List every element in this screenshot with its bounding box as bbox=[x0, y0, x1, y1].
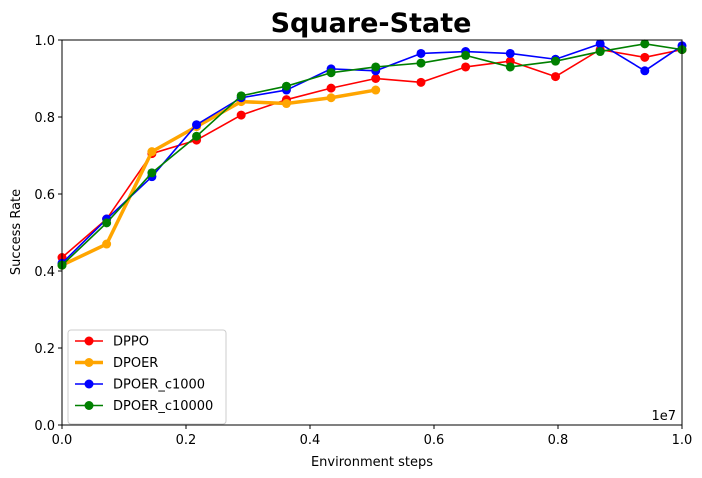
y-tick-label: 0.6 bbox=[34, 188, 55, 203]
legend-swatch-marker bbox=[84, 358, 94, 367]
legend-box bbox=[67, 329, 227, 425]
data-point bbox=[371, 74, 381, 83]
data-point bbox=[595, 39, 605, 49]
y-tick-label: 1.0 bbox=[34, 34, 55, 49]
data-point bbox=[640, 66, 650, 76]
data-point bbox=[236, 91, 246, 101]
data-point bbox=[236, 110, 246, 120]
data-point bbox=[640, 39, 650, 49]
legend-label: DPOER bbox=[113, 356, 158, 371]
data-point bbox=[416, 48, 426, 58]
data-point bbox=[551, 72, 561, 82]
data-point bbox=[505, 48, 515, 58]
legend-swatch-marker bbox=[84, 379, 94, 389]
legend-label: DPOER_c10000 bbox=[113, 399, 213, 414]
x-tick-label: 0.4 bbox=[300, 433, 321, 448]
legend-label: DPPO bbox=[113, 335, 149, 350]
x-axis-label: Environment steps bbox=[311, 455, 433, 470]
data-point bbox=[416, 58, 426, 68]
data-point bbox=[326, 93, 336, 103]
y-axis-label: Success Rate bbox=[9, 189, 24, 275]
y-tick-label: 0.8 bbox=[34, 111, 55, 126]
plot-frame bbox=[61, 39, 683, 426]
x-axis-multiplier: 1e7 bbox=[651, 409, 676, 424]
chart-title: Square-State bbox=[271, 8, 472, 39]
data-point bbox=[102, 239, 112, 249]
data-point bbox=[147, 147, 157, 157]
data-point bbox=[326, 83, 336, 93]
legend-label: DPOER_c1000 bbox=[113, 378, 205, 393]
series-layer bbox=[57, 39, 687, 270]
y-tick-label: 0.2 bbox=[34, 342, 55, 357]
data-point bbox=[416, 77, 426, 87]
data-point bbox=[461, 62, 471, 72]
data-point bbox=[371, 85, 381, 95]
x-axis-ticks: 0.0 0.2 0.4 0.6 0.8 1.0 bbox=[52, 425, 693, 448]
x-tick-label: 1.0 bbox=[672, 433, 693, 448]
legend: DPPO DPOER DPOER_c1000 DPOER_c10000 bbox=[67, 329, 227, 425]
data-point bbox=[192, 120, 202, 130]
data-point bbox=[281, 81, 291, 91]
y-tick-label: 0.4 bbox=[34, 265, 55, 280]
y-axis-ticks: 0.0 0.2 0.4 0.6 0.8 1.0 bbox=[34, 34, 62, 434]
series-dpoer-c10000 bbox=[57, 39, 687, 270]
x-tick-label: 0.0 bbox=[52, 433, 73, 448]
y-tick-label: 0.0 bbox=[34, 419, 55, 434]
legend-item: DPOER_c1000 bbox=[75, 378, 205, 393]
legend-item: DPPO bbox=[75, 335, 149, 350]
series-line bbox=[61, 88, 377, 267]
data-point bbox=[326, 68, 336, 78]
data-point bbox=[551, 56, 561, 66]
data-point bbox=[595, 47, 605, 57]
data-point bbox=[192, 131, 202, 141]
x-tick-label: 0.2 bbox=[176, 433, 197, 448]
data-point bbox=[147, 168, 157, 178]
data-point bbox=[102, 218, 112, 228]
data-point bbox=[640, 52, 650, 62]
x-tick-label: 0.8 bbox=[548, 433, 569, 448]
data-point bbox=[371, 62, 381, 72]
legend-swatch-marker bbox=[84, 336, 94, 346]
legend-swatch-marker bbox=[84, 401, 94, 410]
data-point bbox=[505, 62, 515, 72]
data-point bbox=[281, 99, 291, 109]
legend-item: DPOER_c10000 bbox=[75, 399, 213, 414]
series-dpoer bbox=[57, 85, 381, 270]
data-point bbox=[461, 50, 471, 60]
x-tick-label: 0.6 bbox=[424, 433, 445, 448]
legend-item: DPOER bbox=[75, 356, 158, 371]
